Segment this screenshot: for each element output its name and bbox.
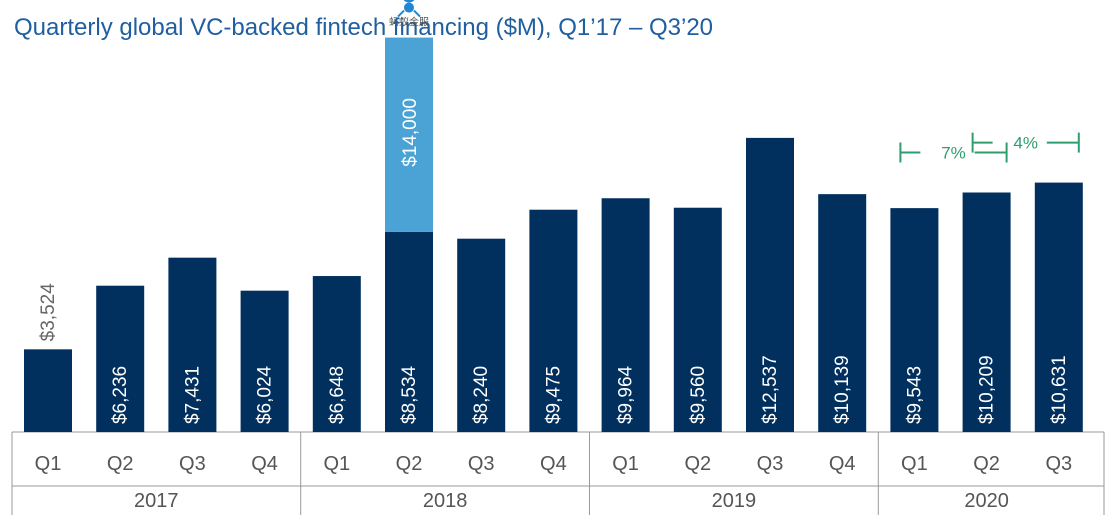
quarter-tick-label: Q4 [829, 453, 856, 475]
bar-value-label: $10,631 [1049, 355, 1070, 424]
bar-value-label: $9,475 [543, 366, 564, 424]
bar [240, 290, 289, 432]
bar-value-label: $3,524 [38, 283, 59, 342]
bar-value-label: $9,964 [616, 365, 637, 424]
bar [529, 209, 578, 432]
bar-value-label: $8,534 [399, 365, 420, 424]
ant-logo-icon [404, 2, 414, 13]
quarter-tick-label: Q3 [1045, 453, 1072, 475]
year-label: 2017 [134, 490, 179, 512]
growth-label: 7% [941, 143, 966, 162]
bar [96, 285, 145, 432]
stacked-bar-segment [385, 37, 433, 232]
bar [457, 238, 506, 432]
bar [962, 192, 1011, 432]
quarter-tick-label: Q2 [396, 453, 423, 475]
year-label: 2020 [964, 490, 1009, 512]
chart-title: Quarterly global VC-backed fintech finan… [14, 14, 714, 41]
bar [1034, 182, 1083, 432]
bar-value-label: $8,240 [471, 366, 492, 424]
quarter-tick-label: Q2 [107, 453, 134, 475]
quarter-tick-label: Q1 [901, 453, 928, 475]
ant-logo-caption: 蚂蚁金服 [389, 16, 429, 29]
bar [673, 207, 722, 432]
bar-value-label: $9,543 [904, 366, 925, 424]
bar-value-label: $10,209 [977, 355, 998, 424]
bar [746, 137, 794, 433]
bar-value-label: $12,537 [760, 355, 781, 424]
bar [890, 208, 939, 432]
ant-logo-icon [403, 0, 415, 3]
bar [168, 257, 217, 432]
bar-value-label: $9,560 [688, 366, 709, 424]
bar [312, 276, 361, 432]
bar [24, 349, 72, 432]
year-label: 2019 [712, 490, 757, 512]
quarter-tick-label: Q4 [540, 453, 567, 475]
stacked-segment-value-label: $14,000 [400, 98, 421, 167]
bar-value-label: $6,024 [255, 365, 276, 424]
quarter-tick-label: Q3 [468, 453, 495, 475]
bar [601, 198, 650, 432]
quarter-tick-label: Q2 [684, 453, 711, 475]
bar-value-label: $6,648 [327, 366, 348, 424]
quarter-tick-label: Q1 [323, 453, 350, 475]
quarter-tick-label: Q1 [35, 453, 62, 475]
year-label: 2018 [423, 490, 468, 512]
bar [818, 194, 867, 432]
quarter-tick-label: Q3 [757, 453, 784, 475]
bar-value-label: $10,139 [832, 355, 853, 424]
quarter-tick-label: Q4 [251, 453, 278, 475]
quarter-tick-label: Q3 [179, 453, 206, 475]
quarter-tick-label: Q1 [612, 453, 639, 475]
growth-label: 4% [1013, 134, 1038, 153]
bar-value-label: $7,431 [182, 366, 203, 424]
bar [385, 231, 433, 432]
bar-value-label: $6,236 [110, 366, 131, 424]
quarter-tick-label: Q2 [973, 453, 1000, 475]
